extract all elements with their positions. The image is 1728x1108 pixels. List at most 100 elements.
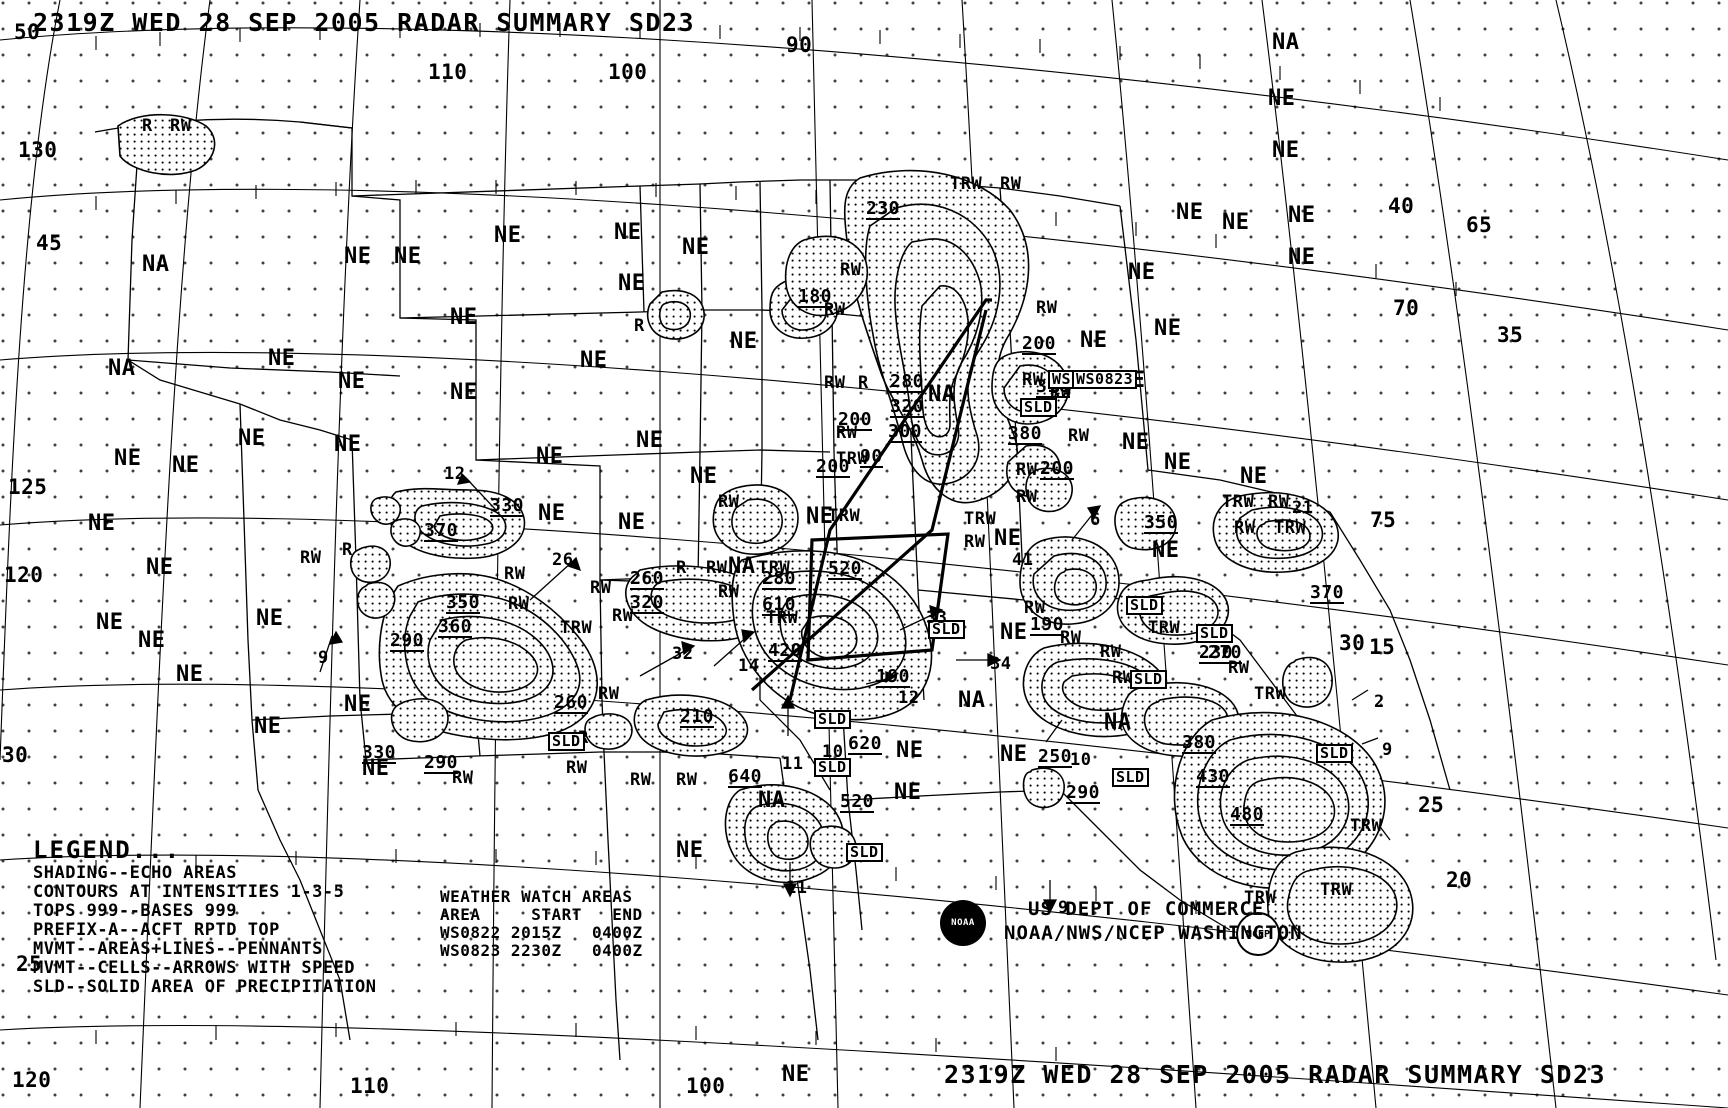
grid-coordinate-label: 90 [786, 33, 813, 57]
precip-type-label: TRW [1320, 880, 1353, 900]
watch-area-label: WS0823 [1072, 370, 1138, 389]
no-echo-label: NE [618, 271, 646, 296]
echo-top-label: 290 [1066, 782, 1101, 804]
echo-top-label: 620 [848, 733, 883, 755]
grid-coordinate-label: 30 [1339, 631, 1366, 655]
legend-line: SHADING--ECHO AREAS [33, 863, 237, 883]
precip-type-label: RW [718, 492, 740, 512]
precip-type-label: RW [1016, 487, 1038, 507]
grid-coordinate-label: 130 [18, 138, 58, 162]
no-echo-label: NE [254, 714, 282, 739]
no-echo-label: NE [450, 380, 478, 405]
precip-type-label: RW [1100, 642, 1122, 662]
sld-label: SLD [814, 758, 851, 777]
no-echo-label: NE [1080, 328, 1108, 353]
cell-speed-label: 9 [1058, 898, 1069, 918]
echo-top-label: 640 [728, 766, 763, 788]
grid-coordinate-label: 120 [12, 1068, 52, 1092]
no-echo-label: NE [268, 346, 296, 371]
legend-heading: LEGEND... [33, 836, 182, 864]
cell-speed-label: 11 [786, 878, 808, 898]
legend-line: TOPS 999--BASES 999 [33, 901, 237, 921]
no-echo-label: NE [176, 662, 204, 687]
echo-top-label: 420 [768, 640, 803, 662]
precip-type-label: RW [840, 260, 862, 280]
precip-type-label: TRW [1274, 518, 1307, 538]
echo-top-label: 200 [816, 456, 851, 478]
echo-top-label: 290 [390, 630, 425, 652]
watch-table-title: WEATHER WATCH AREAS [440, 887, 633, 906]
page-title-top: 2319Z WED 28 SEP 2005 RADAR SUMMARY SD23 [33, 8, 696, 37]
echo-top-label: 280 [762, 568, 797, 590]
ncep-logo: NCEP [1236, 912, 1280, 956]
no-echo-label: NE [894, 780, 922, 805]
no-echo-label: NE [138, 628, 166, 653]
precip-type-label: TRW [1350, 816, 1383, 836]
legend-line: SLD--SOLID AREA OF PRECIPITATION [33, 977, 377, 997]
no-echo-label: NE [450, 305, 478, 330]
legend-line: PREFIX-A--ACFT RPTD TOP [33, 920, 280, 940]
no-echo-label: NE [1128, 260, 1156, 285]
grid-coordinate-label: 40 [1388, 194, 1415, 218]
precip-type-label: RW [300, 548, 322, 568]
echo-top-label: 380 [1008, 423, 1043, 445]
precip-type-label: RW [824, 373, 846, 393]
grid-coordinate-label: 100 [608, 60, 648, 84]
no-echo-label: NE [730, 329, 758, 354]
noaa-logo-label: NOAA [951, 918, 975, 928]
cell-speed-label: 33 [926, 608, 948, 628]
no-echo-label: NA [728, 554, 756, 579]
cell-speed-label: 11 [782, 754, 804, 774]
legend-body: SHADING--ECHO AREAS CONTOURS AT INTENSITI… [33, 864, 377, 997]
cell-speed-label: 9 [1382, 740, 1393, 760]
watch-table-row: WS0822 2015Z 0400Z [440, 923, 643, 942]
echo-top-label: 350 [1144, 512, 1179, 534]
cell-speed-label: 41 [1012, 550, 1034, 570]
no-echo-label: NE [344, 244, 372, 269]
cell-speed-label: 2 [1374, 692, 1385, 712]
grid-coordinate-label: 120 [4, 563, 44, 587]
echo-top-label: 370 [424, 520, 459, 542]
grid-coordinate-label: 25 [16, 952, 43, 976]
precip-type-label: RW [1036, 298, 1058, 318]
echo-top-label: 520 [840, 791, 875, 813]
echo-top-label: 330 [362, 742, 397, 764]
no-echo-label: NA [928, 382, 956, 407]
no-echo-label: NE [580, 348, 608, 373]
precip-type-label: RW [1022, 370, 1044, 390]
echo-top-label: 200 [838, 409, 873, 431]
no-echo-label: NE [1222, 210, 1250, 235]
precip-type-label: TRW [964, 509, 997, 529]
precip-type-label: TRW [1254, 684, 1287, 704]
watch-table-rows: WS0822 2015Z 0400Z WS0823 2230Z 0400Z [440, 924, 643, 960]
echo-top-label: 90 [860, 446, 883, 468]
echo-top-label: 300 [888, 421, 923, 443]
grid-coordinate-label: 100 [686, 1074, 726, 1098]
echo-top-label: 360 [438, 616, 473, 638]
watch-table-column-headers: AREA START END [440, 905, 643, 924]
sld-label: SLD [1316, 744, 1353, 763]
no-echo-label: NA [958, 688, 986, 713]
precip-type-label: RW [718, 582, 740, 602]
echo-top-label: 230 [866, 198, 901, 220]
cell-speed-label: 34 [990, 654, 1012, 674]
graticule-ticks [95, 23, 1457, 1061]
cell-speed-label: 9 [318, 648, 329, 668]
precip-type-label: RW [1060, 628, 1082, 648]
echo-top-label: 190 [1030, 614, 1065, 636]
no-echo-label: NE [1000, 620, 1028, 645]
no-echo-label: NE [172, 453, 200, 478]
agency-line-2: NOAA/NWS/NCEP WASHINGTON [1004, 922, 1303, 944]
precip-type-label: RW [964, 532, 986, 552]
no-echo-label: NE [614, 220, 642, 245]
no-echo-label: NE [682, 235, 710, 260]
echo-top-label: 520 [828, 558, 863, 580]
no-echo-label: NE [1000, 742, 1028, 767]
precip-type-label: RW [452, 768, 474, 788]
sld-label: SLD [548, 732, 585, 751]
noaa-logo: NOAA [940, 900, 986, 946]
no-echo-label: NA [142, 252, 170, 277]
cell-speed-label: 12 [898, 688, 920, 708]
precip-type-label: TRW [828, 506, 861, 526]
